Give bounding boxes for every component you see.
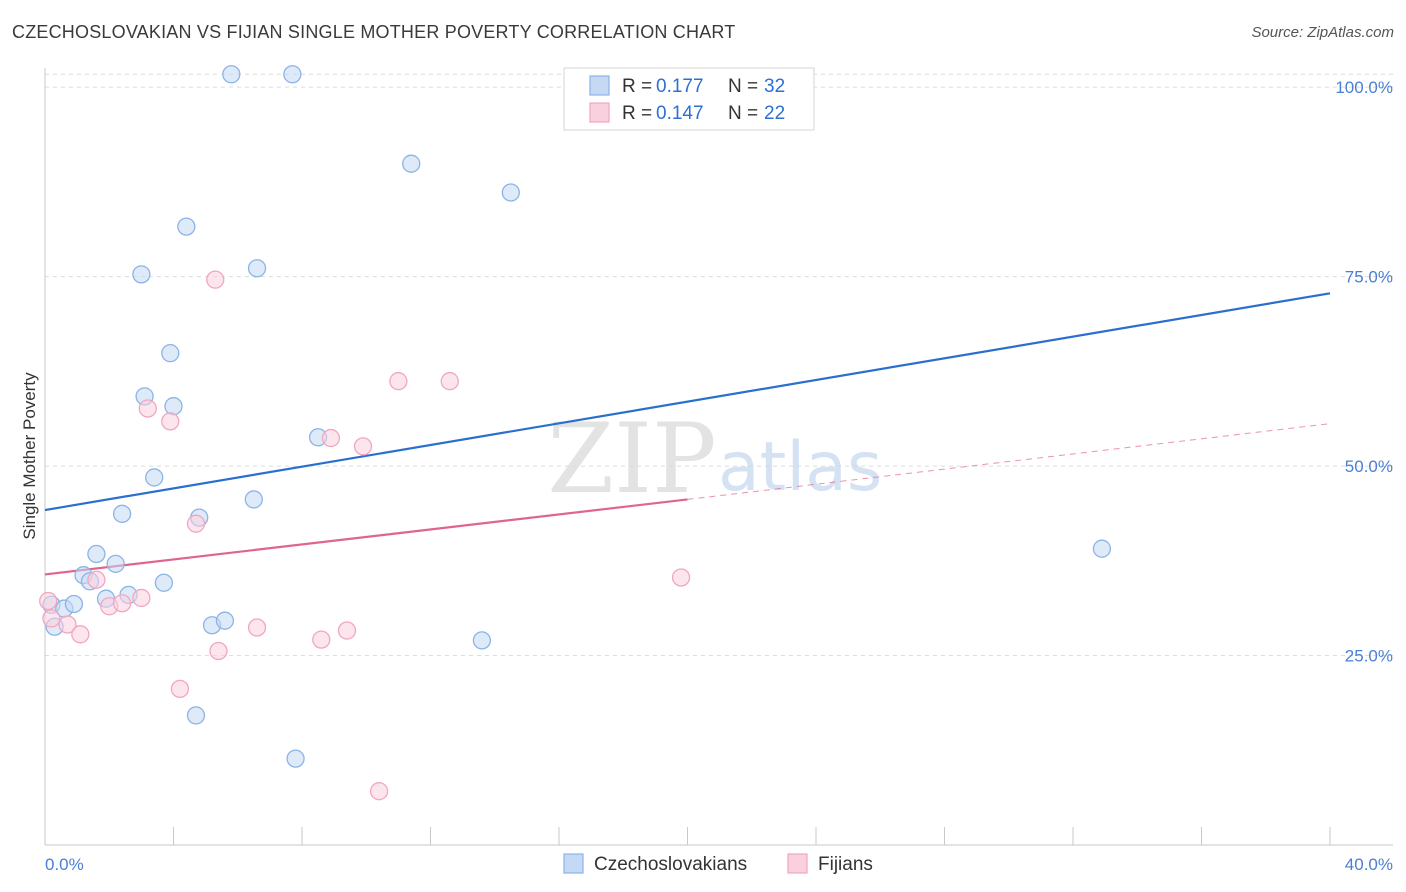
fijian-point-9 (161, 412, 180, 431)
chart-source: Source: ZipAtlas.com (1251, 24, 1394, 41)
czech-point-13 (145, 468, 164, 487)
y-tick-label-100: 100.0% (1335, 78, 1393, 97)
watermark-atlas: atlas (718, 428, 882, 507)
czech-point-31 (1092, 539, 1112, 558)
chart-title: CZECHOSLOVAKIAN VS FIJIAN SINGLE MOTHER … (12, 22, 736, 42)
czech-point-14 (154, 573, 174, 592)
trend-line-fijians (44, 498, 688, 576)
czech-point-30 (501, 183, 520, 202)
fijian-point-1 (42, 609, 61, 628)
x-tick-label-40: 40.0% (1345, 855, 1393, 874)
legend-r-value-czech: 0.177 (656, 76, 704, 97)
czech-point-24 (247, 259, 267, 278)
data-points (39, 65, 1112, 801)
gridlines (45, 73, 1393, 657)
bottom-legend-label-fijian: Fijians (818, 854, 873, 875)
legend-n-label-czech: N = (728, 76, 758, 97)
axes (44, 68, 1393, 846)
czech-point-11 (132, 265, 151, 284)
czech-point-23 (244, 490, 263, 509)
x-ticks (44, 827, 1331, 845)
fijian-point-21 (440, 372, 459, 391)
czech-point-3 (64, 594, 84, 614)
fijian-point-16 (321, 428, 341, 448)
bottom-legend-swatch-fijian (787, 853, 808, 874)
y-tick-label-75: 75.0% (1345, 268, 1393, 287)
x-tick-labels: 0.0% 40.0% (45, 855, 1393, 874)
legend-n-value-czech: 32 (764, 76, 785, 97)
czech-point-18 (186, 706, 206, 725)
fijian-point-6 (112, 594, 132, 613)
legend-swatch-fijian (589, 102, 610, 123)
czech-point-28 (402, 154, 421, 173)
series-legend: Czechoslovakians Fijians (563, 853, 873, 875)
legend-r-label-czech: R = (622, 76, 652, 97)
y-tick-label-50: 50.0% (1345, 457, 1393, 476)
fijian-point-18 (353, 437, 373, 456)
czech-point-25 (283, 65, 302, 84)
legend-n-value-fijian: 22 (764, 103, 785, 124)
czech-point-29 (472, 631, 492, 650)
fijian-point-2 (58, 615, 77, 634)
x-tick-label-0: 0.0% (45, 855, 84, 874)
legend-r-label-fijian: R = (622, 103, 652, 124)
fijian-point-12 (206, 270, 225, 289)
fijian-point-3 (71, 625, 90, 644)
czech-point-16 (164, 397, 183, 416)
czech-point-15 (161, 344, 180, 363)
legend-swatch-czech (589, 75, 610, 96)
fijian-point-19 (369, 782, 389, 801)
fijian-point-7 (132, 588, 151, 608)
czech-point-22 (222, 65, 241, 84)
trend-lines (44, 292, 1331, 576)
fijian-point-20 (389, 372, 408, 391)
fijian-point-0 (39, 591, 58, 611)
fijian-point-4 (87, 570, 106, 589)
y-axis-label: Single Mother Poverty (20, 372, 39, 540)
fijian-point-15 (312, 630, 331, 649)
bottom-legend-swatch-czech (563, 853, 584, 874)
czech-point-21 (215, 611, 235, 630)
fijian-point-17 (337, 621, 357, 640)
y-tick-labels: 25.0% 50.0% 75.0% 100.0% (1335, 78, 1393, 665)
legend-n-label-fijian: N = (728, 103, 758, 124)
trend-line-fijians-extension (687, 423, 1331, 500)
czech-point-7 (106, 554, 125, 573)
fijian-point-10 (170, 679, 190, 699)
trend-line-czechoslovakians (44, 292, 1331, 512)
legend-r-value-fijian: 0.147 (656, 103, 704, 124)
stats-legend: R = 0.177 N = 32 R = 0.147 N = 22 (563, 67, 815, 131)
fijian-point-14 (247, 618, 267, 637)
fijian-point-11 (186, 514, 206, 533)
czech-point-6 (87, 544, 106, 564)
bottom-legend-label-czech: Czechoslovakians (594, 854, 747, 875)
y-tick-label-25: 25.0% (1345, 647, 1393, 666)
watermark-zip: ZIP (547, 403, 716, 515)
fijian-point-13 (209, 641, 228, 661)
czech-point-17 (177, 217, 196, 236)
czech-point-9 (112, 504, 132, 523)
fijian-point-22 (671, 568, 691, 587)
fijian-point-8 (138, 399, 157, 418)
czech-point-26 (286, 749, 305, 768)
